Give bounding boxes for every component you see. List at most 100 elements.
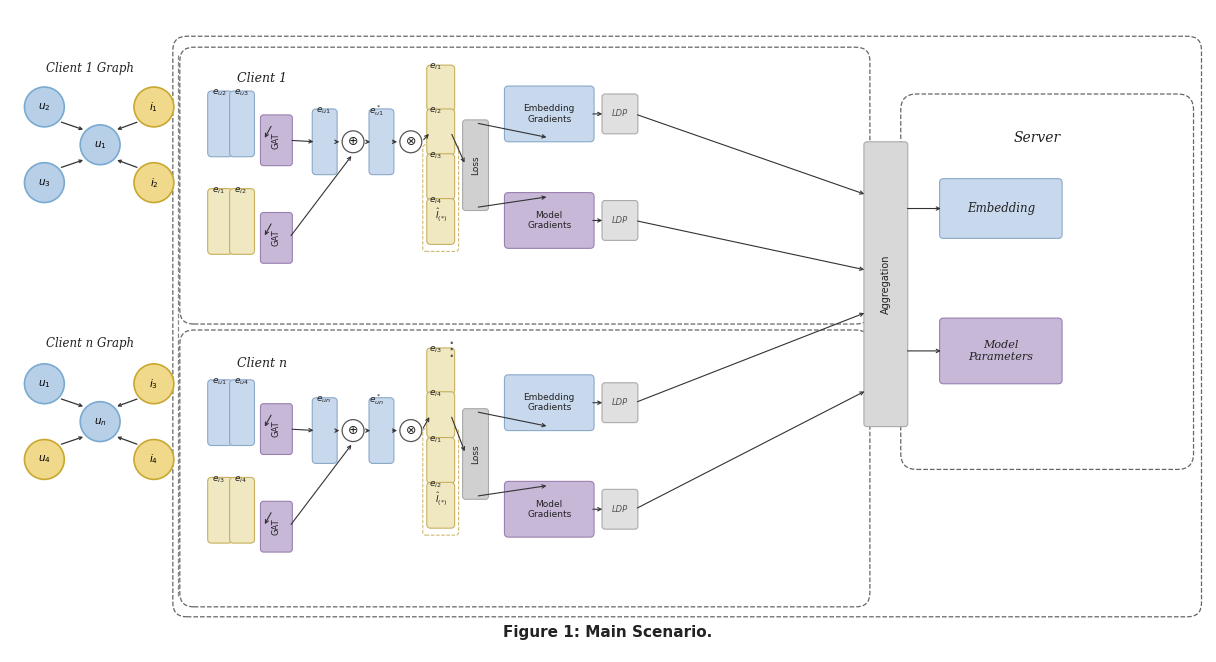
Circle shape [134,364,174,404]
Text: $e_{i1}$: $e_{i1}$ [429,434,441,445]
Text: $e^*_{u1}$: $e^*_{u1}$ [368,103,384,118]
FancyBboxPatch shape [427,109,455,155]
Text: $e_{i4}$: $e_{i4}$ [429,389,441,399]
FancyBboxPatch shape [505,86,595,142]
Text: $e_{un}$: $e_{un}$ [316,395,332,405]
FancyBboxPatch shape [230,380,254,446]
Text: $u_2$: $u_2$ [38,101,51,113]
Circle shape [134,440,174,479]
FancyBboxPatch shape [313,109,337,175]
Text: $e_{i1}$: $e_{i1}$ [429,62,441,72]
Text: LDP: LDP [612,399,627,407]
FancyBboxPatch shape [208,189,232,254]
Text: Model
Gradients: Model Gradients [527,500,572,519]
FancyBboxPatch shape [368,398,394,463]
FancyBboxPatch shape [208,477,232,543]
FancyBboxPatch shape [427,438,455,483]
Text: ⋮: ⋮ [441,340,461,359]
Text: $e_{i3}$: $e_{i3}$ [429,345,441,355]
Text: GAT: GAT [272,421,281,438]
FancyBboxPatch shape [505,375,595,430]
FancyBboxPatch shape [505,193,595,248]
Text: $i_2$: $i_2$ [150,175,158,189]
Text: $u_4$: $u_4$ [38,453,51,465]
Text: $e_{i3}$: $e_{i3}$ [429,150,441,161]
Text: Model
Parameters: Model Parameters [968,340,1034,361]
Text: Embedding
Gradients: Embedding Gradients [524,393,575,412]
Text: Client n: Client n [237,357,287,370]
Text: $e_{u3}$: $e_{u3}$ [233,88,249,98]
FancyBboxPatch shape [940,318,1062,384]
FancyBboxPatch shape [505,481,595,537]
Circle shape [134,163,174,203]
Text: Figure 1: Main Scenario.: Figure 1: Main Scenario. [503,625,713,640]
FancyBboxPatch shape [940,179,1062,238]
Circle shape [24,364,64,404]
Text: $e_{u1}$: $e_{u1}$ [212,377,227,387]
Text: Aggregation: Aggregation [880,254,891,314]
FancyBboxPatch shape [462,408,489,499]
Circle shape [134,87,174,127]
FancyBboxPatch shape [427,483,455,528]
FancyBboxPatch shape [260,115,292,166]
Text: $\oplus$: $\oplus$ [348,424,359,437]
Text: GAT: GAT [272,230,281,246]
Text: $u_n$: $u_n$ [94,416,107,428]
Text: $e^*_{un}$: $e^*_{un}$ [368,393,384,407]
Text: $e_{u2}$: $e_{u2}$ [212,88,227,98]
Text: Loss: Loss [471,444,480,464]
Circle shape [80,402,120,442]
FancyBboxPatch shape [863,142,907,426]
Text: Model
Gradients: Model Gradients [527,211,572,230]
FancyBboxPatch shape [368,109,394,175]
FancyBboxPatch shape [313,398,337,463]
Text: $\hat{I}_{(*)}$: $\hat{I}_{(*)}$ [434,491,446,508]
FancyBboxPatch shape [602,201,638,240]
FancyBboxPatch shape [427,348,455,394]
Text: Client n Graph: Client n Graph [46,338,134,350]
Circle shape [342,420,364,442]
Text: $i_3$: $i_3$ [150,377,158,391]
FancyBboxPatch shape [462,120,489,211]
FancyBboxPatch shape [260,404,292,455]
Text: LDP: LDP [612,504,627,514]
Text: $e_{i1}$: $e_{i1}$ [212,185,225,196]
FancyBboxPatch shape [208,380,232,446]
Text: $\otimes$: $\otimes$ [405,424,416,437]
FancyBboxPatch shape [602,489,638,529]
Text: $e_{i4}$: $e_{i4}$ [429,195,441,206]
Text: $u_3$: $u_3$ [38,177,51,189]
Text: $e_{u4}$: $e_{u4}$ [233,377,249,387]
Text: Client 1 Graph: Client 1 Graph [46,62,134,75]
FancyBboxPatch shape [427,154,455,199]
FancyBboxPatch shape [602,94,638,134]
FancyBboxPatch shape [230,477,254,543]
FancyBboxPatch shape [260,213,292,263]
Circle shape [342,131,364,153]
Circle shape [24,87,64,127]
Text: $\hat{I}_{(*)}$: $\hat{I}_{(*)}$ [434,207,446,224]
FancyBboxPatch shape [427,392,455,438]
Text: GAT: GAT [272,518,281,535]
Text: $u_1$: $u_1$ [94,139,107,151]
FancyBboxPatch shape [260,501,292,552]
FancyBboxPatch shape [427,65,455,111]
Text: $\oplus$: $\oplus$ [348,135,359,148]
Text: $e_{i4}$: $e_{i4}$ [233,474,247,485]
Text: Embedding
Gradients: Embedding Gradients [524,104,575,124]
Text: $e_{i2}$: $e_{i2}$ [429,106,441,116]
Text: GAT: GAT [272,132,281,148]
Circle shape [80,125,120,165]
Text: Embedding: Embedding [967,202,1035,215]
Text: LDP: LDP [612,109,627,118]
Text: $i_1$: $i_1$ [150,100,158,114]
Text: LDP: LDP [612,216,627,225]
FancyBboxPatch shape [427,199,455,244]
Text: $\otimes$: $\otimes$ [405,135,416,148]
Text: Client 1: Client 1 [237,71,287,85]
Circle shape [24,163,64,203]
Text: Server: Server [1014,131,1060,145]
Text: $i_4$: $i_4$ [150,453,158,466]
Text: $e_{i3}$: $e_{i3}$ [212,474,225,485]
Text: $e_{u1}$: $e_{u1}$ [316,106,331,116]
